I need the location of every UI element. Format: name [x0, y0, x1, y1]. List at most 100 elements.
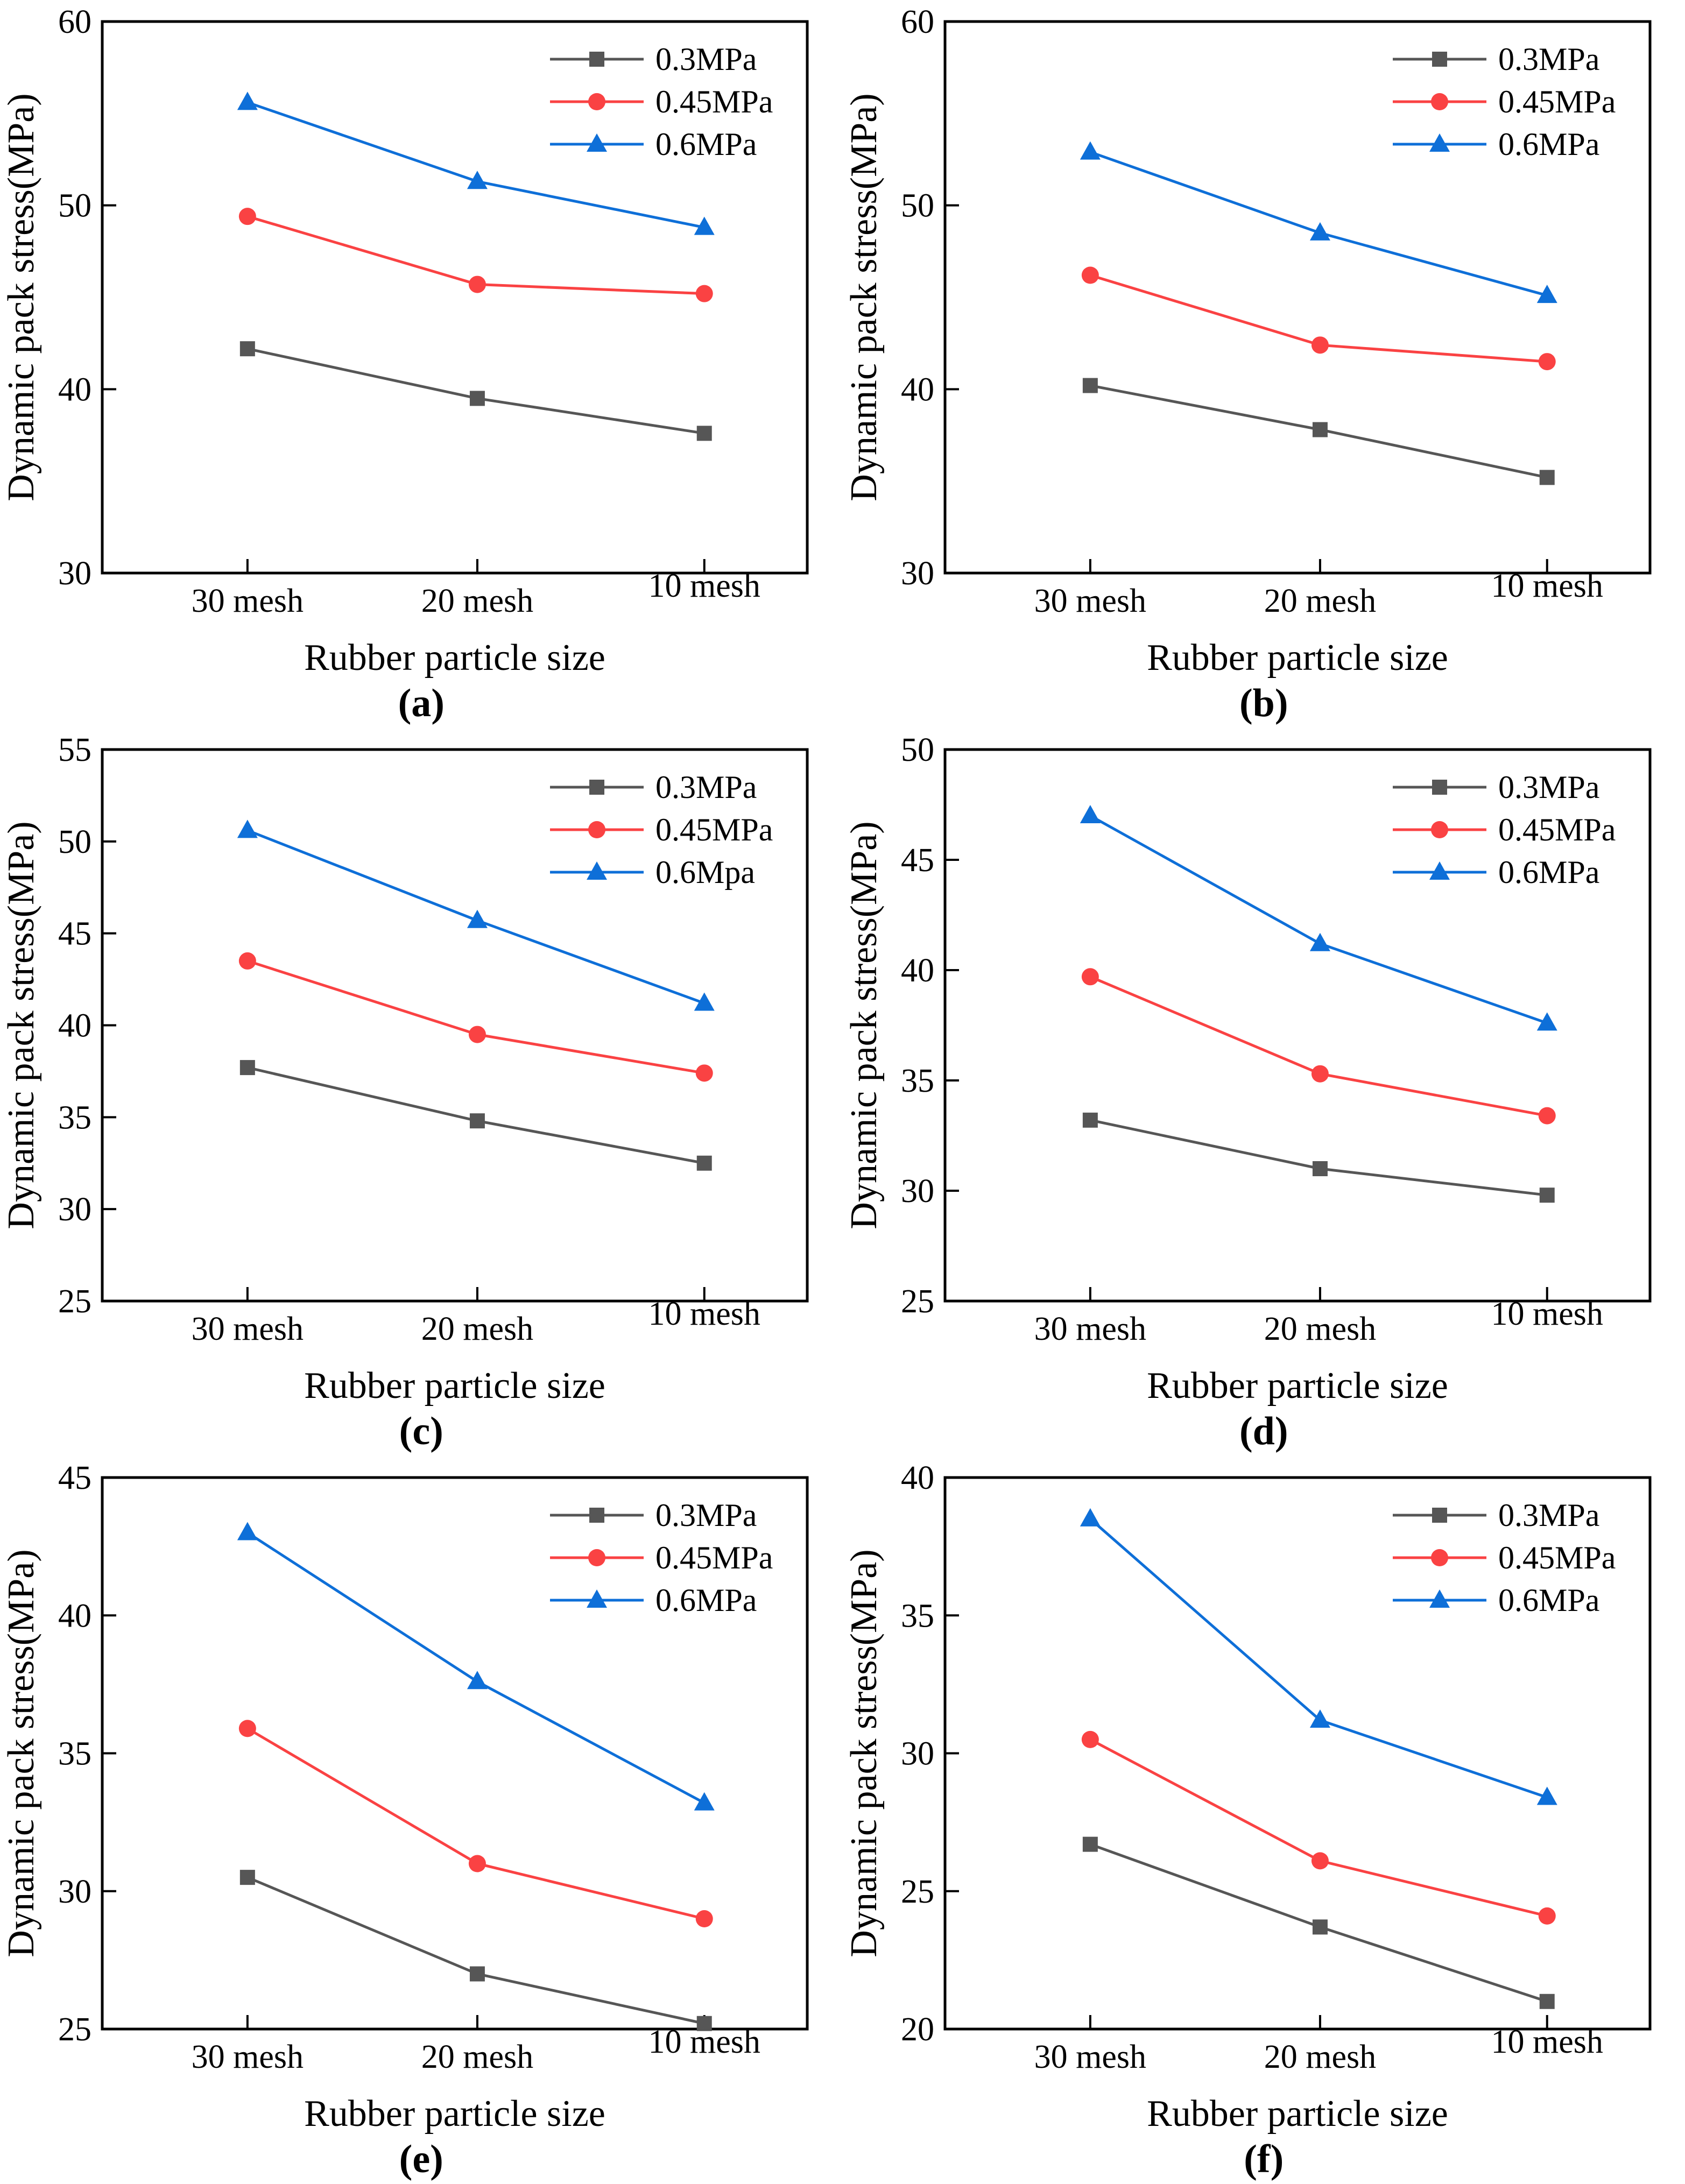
chart-canvas-d: 25 30 35 40 45 50 30 mesh 20 mesh 10 mesh Rubber …: [843, 732, 1651, 1406]
y-axis-title: Dynamic pack stress(MPa): [1, 93, 42, 501]
y-tick-label: 25: [901, 1874, 934, 1910]
circle-marker: [1311, 336, 1329, 354]
series-0.6MPa: [237, 1522, 715, 1811]
legend-label: 0.6MPa: [655, 126, 757, 162]
legend: 0.3MPa 0.45MPa 0.6Mpa: [550, 769, 773, 890]
triangle-marker: [587, 133, 607, 152]
legend-label: 0.3MPa: [655, 41, 757, 77]
y-tick-label: 50: [58, 824, 91, 860]
y-axis: 20 25 30 35 40: [901, 1460, 959, 2048]
caption-e: (e): [399, 2137, 443, 2181]
series-0.6MPa: [237, 91, 715, 235]
x-tick-label: 10 mesh: [648, 568, 760, 604]
triangle-marker: [1080, 1508, 1101, 1526]
series-0.45MPa: [238, 1720, 713, 1927]
y-axis-title: Dynamic pack stress(MPa): [843, 93, 885, 501]
x-axis: 30 mesh 20 mesh 10 mesh: [192, 2015, 760, 2075]
circle-marker: [1081, 1730, 1099, 1748]
plot-frame: [101, 20, 809, 575]
x-axis: 30 mesh 20 mesh 10 mesh: [1034, 2015, 1603, 2075]
square-marker: [1539, 470, 1555, 485]
y-tick-label: 50: [901, 188, 934, 224]
caption-a: (a): [398, 681, 445, 725]
square-marker: [1312, 1161, 1328, 1176]
square-marker: [1082, 1836, 1098, 1852]
legend-label: 0.45MPa: [655, 84, 773, 119]
circle-marker: [1430, 93, 1448, 110]
triangle-marker: [587, 861, 607, 880]
y-tick-label: 40: [901, 952, 934, 989]
triangle-marker: [1080, 805, 1101, 823]
legend-label: 0.6MPa: [1498, 854, 1599, 890]
legend-label: 0.6MPa: [1498, 126, 1599, 162]
series-0.45MPa: [238, 208, 713, 302]
y-tick-label: 30: [58, 555, 91, 592]
x-tick-label: 20 mesh: [421, 1311, 533, 1347]
square-marker: [696, 2016, 712, 2031]
y-tick-label: 30: [901, 555, 934, 592]
triangle-marker: [1429, 1589, 1450, 1608]
caption-d: (d): [1239, 1409, 1288, 1453]
y-tick-label: 60: [901, 4, 934, 40]
circle-marker: [238, 952, 256, 970]
square-marker: [589, 52, 604, 67]
triangle-marker: [237, 1522, 258, 1540]
triangle-marker: [694, 216, 715, 235]
y-tick-label: 40: [901, 1460, 934, 1496]
triangle-marker: [694, 992, 715, 1011]
y-tick-label: 30: [901, 1736, 934, 1772]
square-marker: [696, 1155, 712, 1171]
series-0.45MPa: [1081, 968, 1556, 1125]
y-tick-label: 40: [58, 371, 91, 408]
y-tick-label: 35: [901, 1063, 934, 1099]
x-axis: 30 mesh 20 mesh 10 mesh: [1034, 1287, 1603, 1347]
circle-marker: [588, 1549, 605, 1566]
x-tick-label: 30 mesh: [1034, 583, 1146, 619]
y-axis: 30 40 50 60: [901, 4, 959, 592]
legend-label: 0.6MPa: [1498, 1582, 1599, 1618]
y-tick-label: 40: [901, 371, 934, 408]
circle-marker: [238, 1720, 256, 1737]
y-axis: 30 40 50 60: [58, 4, 116, 592]
x-axis-title: Rubber particle size: [304, 637, 605, 678]
y-tick-label: 35: [901, 1598, 934, 1634]
chart-canvas-b: 30 40 50 60 30 mesh 20 mesh 10 mesh Rubber part…: [843, 4, 1651, 678]
chart-canvas-a: 30 40 50 60 30 mesh 20 mesh 10 mesh Rubber part…: [1, 4, 809, 678]
square-marker: [696, 426, 712, 441]
x-axis: 30 mesh 20 mesh 10 mesh: [1034, 559, 1603, 619]
y-tick-label: 35: [58, 1099, 91, 1136]
legend-label: 0.45MPa: [655, 812, 773, 847]
triangle-marker: [1429, 861, 1450, 880]
circle-marker: [695, 1064, 713, 1082]
series-0.6MPa: [1080, 141, 1557, 303]
circle-marker: [1430, 1549, 1448, 1566]
legend-label: 0.6MPa: [655, 1582, 757, 1618]
circle-marker: [1538, 1907, 1556, 1925]
square-marker: [1539, 1994, 1555, 2009]
circle-marker: [588, 93, 605, 110]
series-0.3MPa: [239, 1060, 712, 1171]
square-marker: [1539, 1188, 1555, 1203]
square-marker: [239, 341, 255, 357]
triangle-marker: [467, 1671, 488, 1690]
square-marker: [589, 1508, 604, 1523]
circle-marker: [1311, 1852, 1329, 1870]
triangle-marker: [1080, 141, 1101, 160]
circle-marker: [1311, 1065, 1329, 1083]
x-axis-title: Rubber particle size: [1147, 1365, 1448, 1406]
x-tick-label: 10 mesh: [1491, 2024, 1603, 2060]
triangle-marker: [1536, 285, 1557, 303]
y-axis: 25 30 35 40 45 50 55: [58, 732, 116, 1320]
chart-panel-c: 25 30 35 40 45 50 55 30 mesh 20 mesh 10 mesh Rubbe…: [0, 728, 843, 1456]
square-marker: [589, 780, 604, 795]
square-marker: [1432, 1508, 1447, 1523]
y-tick-label: 55: [58, 732, 91, 768]
legend-label: 0.45MPa: [655, 1540, 773, 1575]
chart-panel-d: 25 30 35 40 45 50 30 mesh 20 mesh 10 mesh Rubber …: [843, 728, 1685, 1456]
legend-label: 0.3MPa: [1498, 769, 1599, 805]
x-tick-label: 20 mesh: [1264, 1311, 1376, 1347]
square-marker: [1312, 422, 1328, 437]
circle-marker: [238, 208, 256, 225]
